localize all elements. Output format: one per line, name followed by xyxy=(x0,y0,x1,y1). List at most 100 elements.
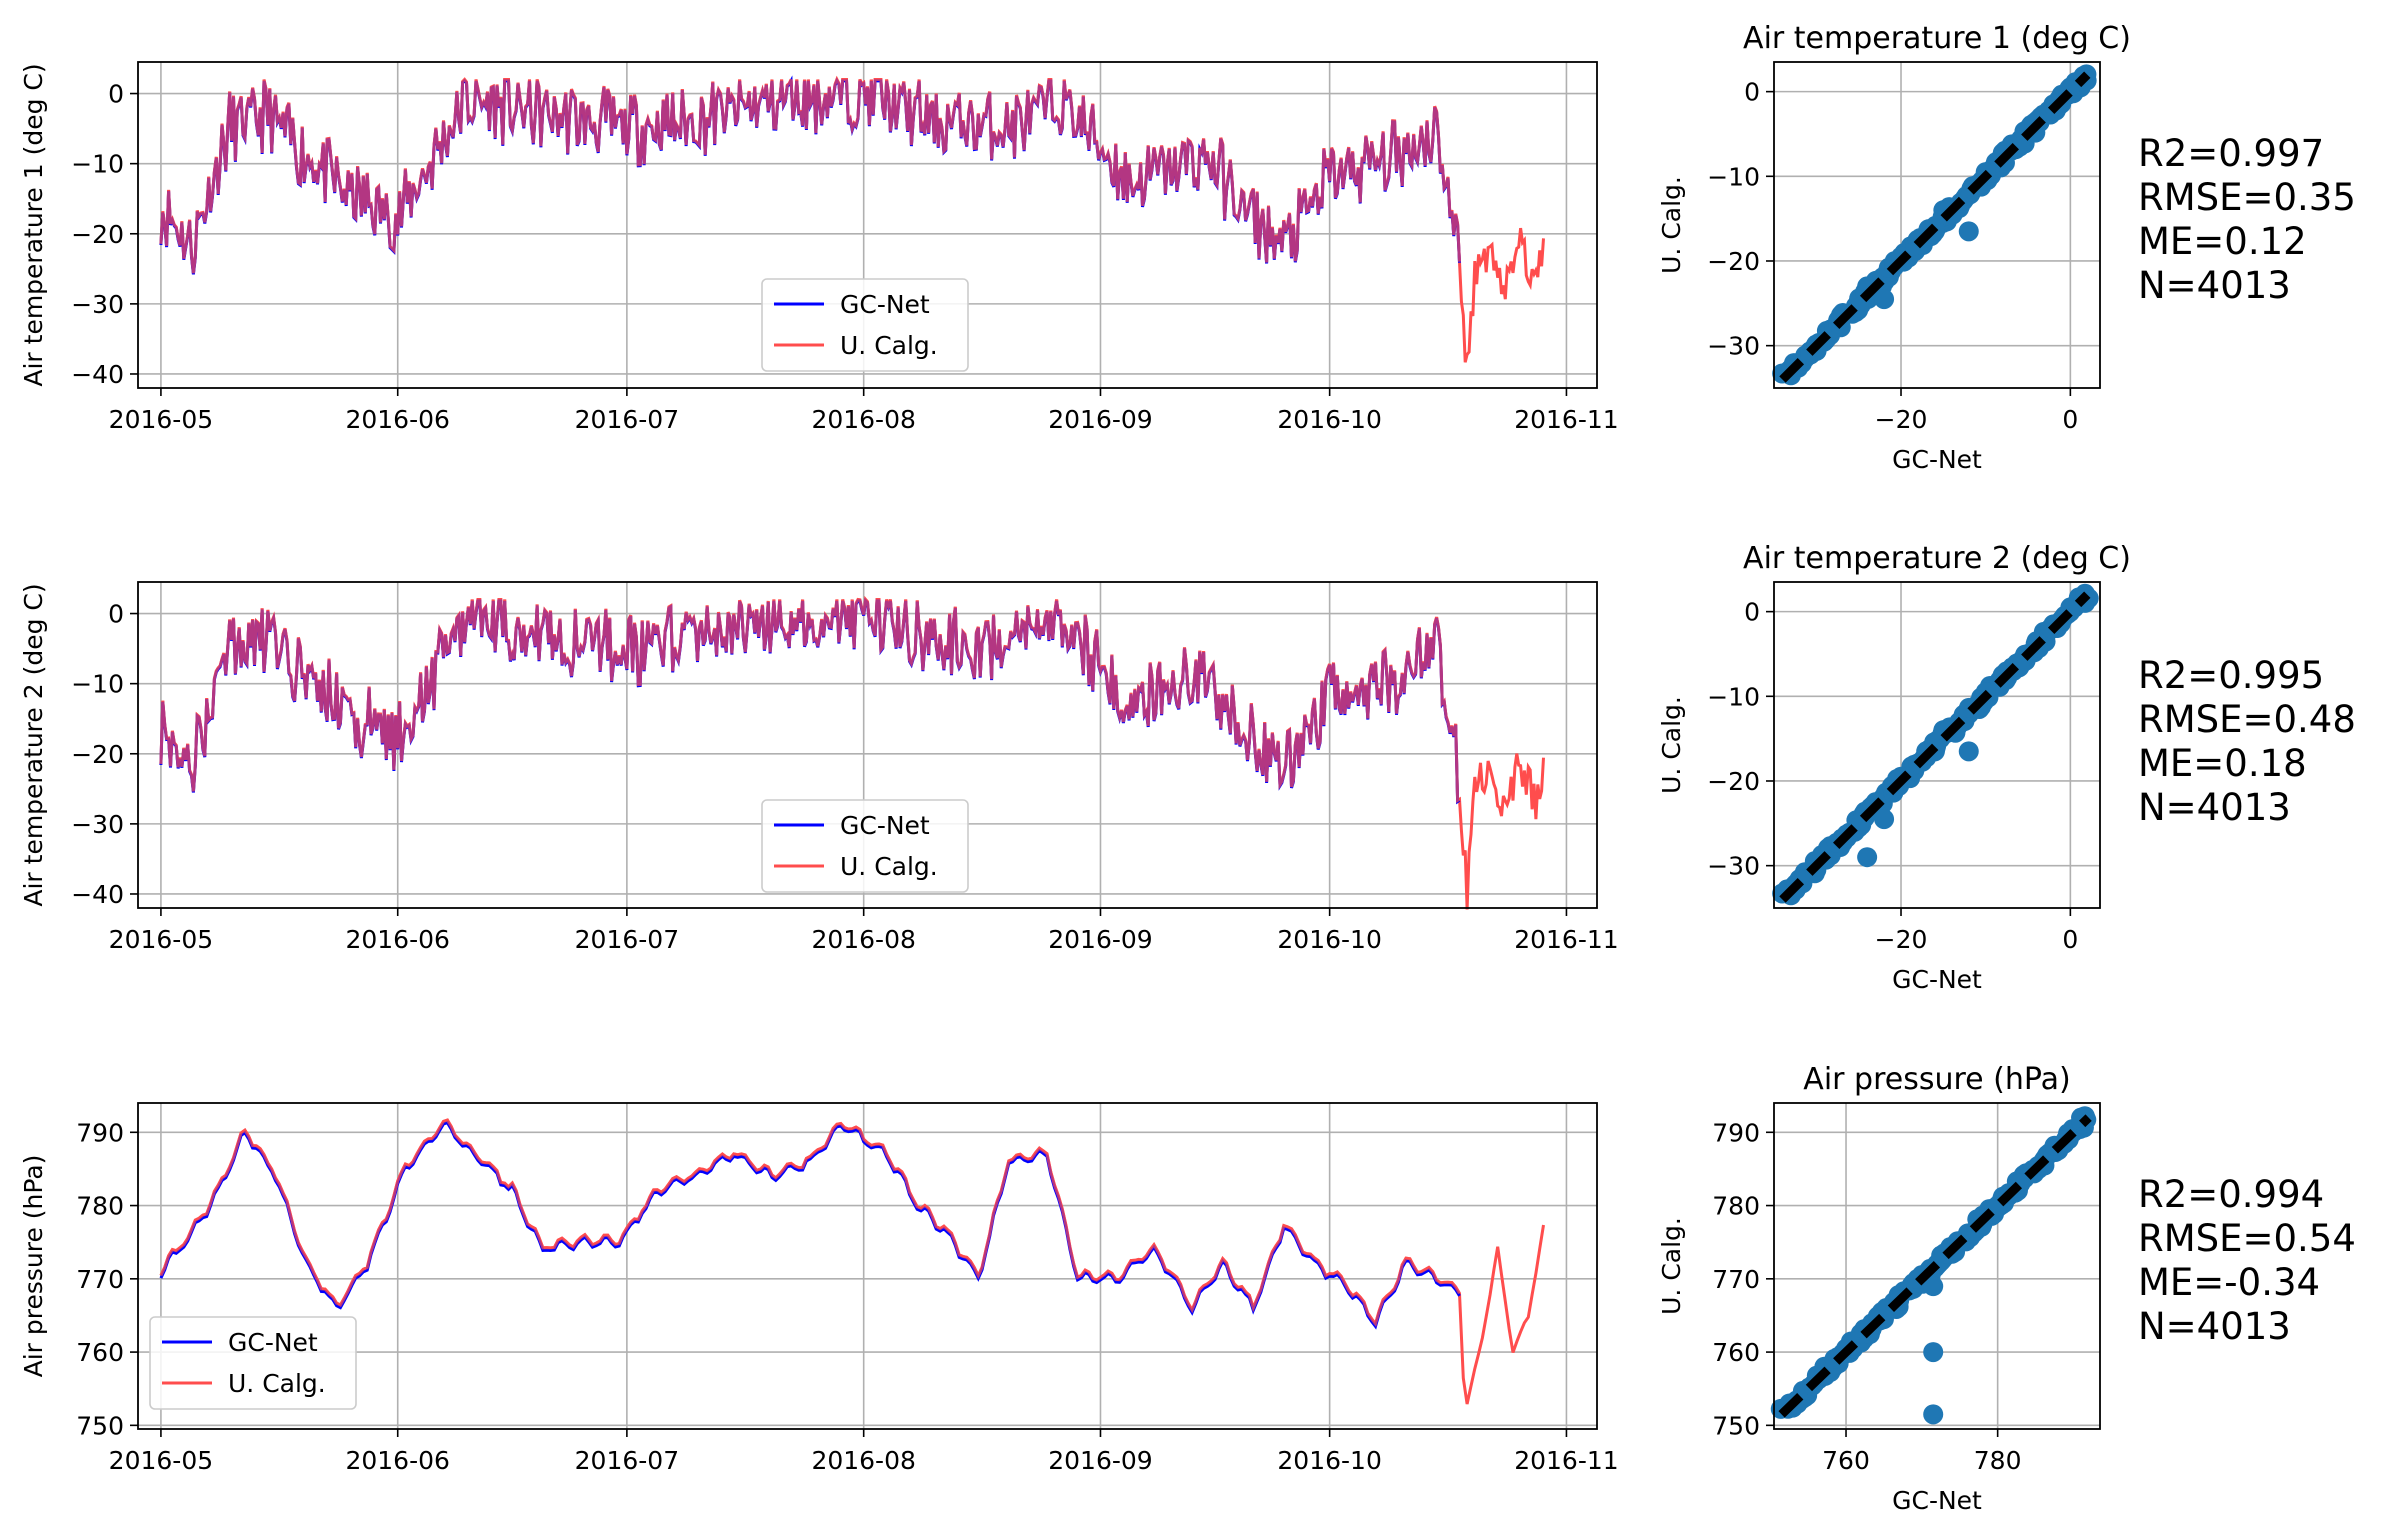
y-tick-label: −30 xyxy=(1707,332,1760,361)
series-line-gc-net xyxy=(159,597,1461,805)
y-tick-label: −20 xyxy=(1707,767,1760,796)
x-tick-label: 780 xyxy=(1974,1446,2022,1475)
series-line-u-calg-overlap xyxy=(159,595,1461,804)
y-axis-label: U. Calg. xyxy=(1657,696,1686,794)
axes-frame xyxy=(1773,581,2101,909)
y-tick-label: −30 xyxy=(71,810,124,839)
y-tick-label: 770 xyxy=(1712,1265,1760,1294)
x-tick-label: 2016-07 xyxy=(575,1446,679,1475)
x-tick-label: 2016-08 xyxy=(811,405,915,434)
series-line-gc-net xyxy=(159,1120,1461,1330)
y-tick-label: −10 xyxy=(71,150,124,179)
y-tick-label: −30 xyxy=(1707,852,1760,881)
x-axis-label: GC-Net xyxy=(1892,965,1982,994)
stat-r2: R2=0.994 xyxy=(2138,1173,2325,1216)
scatter-title: Air pressure (hPa) xyxy=(1803,1062,2070,1097)
y-tick-label: −40 xyxy=(71,360,124,389)
series-line-u-calg-overlap xyxy=(159,75,1461,274)
x-tick-label: 2016-05 xyxy=(109,405,213,434)
x-tick-label: 2016-09 xyxy=(1048,1446,1152,1475)
scatter-point xyxy=(1923,1342,1944,1363)
x-tick-label: 2016-10 xyxy=(1277,405,1381,434)
y-tick-label: 780 xyxy=(1712,1192,1760,1221)
stat-n: N=4013 xyxy=(2138,1305,2291,1348)
y-tick-label: −30 xyxy=(71,290,124,319)
x-tick-label: 2016-10 xyxy=(1277,925,1381,954)
y-tick-label: −20 xyxy=(71,220,124,249)
x-tick-label: 2016-05 xyxy=(109,925,213,954)
x-tick-label: −20 xyxy=(1875,925,1928,954)
x-tick-label: 760 xyxy=(1822,1446,1870,1475)
scatter-point xyxy=(1958,221,1979,242)
x-tick-label: 2016-06 xyxy=(345,1446,449,1475)
stat-r2: R2=0.997 xyxy=(2138,132,2325,175)
stats-panel-2: R2=0.995 RMSE=0.48 ME=0.18 N=4013 xyxy=(2138,654,2356,830)
legend-box xyxy=(761,278,969,372)
x-tick-label: 2016-07 xyxy=(575,405,679,434)
y-tick-label: −20 xyxy=(71,740,124,769)
series-line-u-calg-overlap xyxy=(159,1118,1461,1328)
y-tick-label: 0 xyxy=(1744,78,1760,107)
y-tick-label: 770 xyxy=(76,1265,124,1294)
x-axis-label: GC-Net xyxy=(1892,445,1982,474)
x-tick-label: 2016-11 xyxy=(1514,405,1618,434)
stat-me: ME=0.12 xyxy=(2138,220,2307,263)
legend-label-gc-net: GC-Net xyxy=(840,290,930,319)
y-tick-label: 760 xyxy=(1712,1338,1760,1367)
x-tick-label: 2016-05 xyxy=(109,1446,213,1475)
legend-box xyxy=(761,799,969,893)
stat-rmse: RMSE=0.35 xyxy=(2138,176,2356,219)
x-tick-label: 2016-09 xyxy=(1048,925,1152,954)
stat-r2: R2=0.995 xyxy=(2138,654,2325,697)
legend-box xyxy=(149,1316,357,1410)
legend-label-gc-net: GC-Net xyxy=(840,811,930,840)
scatter-point xyxy=(1874,809,1895,830)
y-tick-label: 780 xyxy=(76,1192,124,1221)
axes-frame xyxy=(1773,1102,2101,1430)
y-tick-label: −10 xyxy=(71,670,124,699)
y-tick-label: −10 xyxy=(1707,682,1760,711)
axes-frame xyxy=(137,581,1598,909)
y-tick-label: 750 xyxy=(76,1411,124,1440)
x-tick-label: 2016-06 xyxy=(345,925,449,954)
stat-rmse: RMSE=0.48 xyxy=(2138,698,2356,741)
y-tick-label: 790 xyxy=(1712,1118,1760,1147)
scatter-point xyxy=(1958,741,1979,762)
scatter-point xyxy=(1923,1276,1944,1297)
scatter-point xyxy=(1857,847,1878,868)
stats-panel-3: R2=0.994 RMSE=0.54 ME=-0.34 N=4013 xyxy=(2138,1173,2356,1349)
axes-frame xyxy=(137,61,1598,389)
y-tick-label: 0 xyxy=(1744,598,1760,627)
stat-me: ME=0.18 xyxy=(2138,742,2307,785)
scatter-title: Air temperature 2 (deg C) xyxy=(1743,541,2131,576)
y-axis-label: Air temperature 1 (deg C) xyxy=(19,63,48,386)
y-axis-label: U. Calg. xyxy=(1657,176,1686,274)
x-axis-label: GC-Net xyxy=(1892,1486,1982,1515)
identity-line xyxy=(1779,591,2091,903)
axes-frame xyxy=(137,1102,1598,1430)
x-tick-label: 2016-11 xyxy=(1514,1446,1618,1475)
x-tick-label: 2016-09 xyxy=(1048,405,1152,434)
x-tick-label: 2016-06 xyxy=(345,405,449,434)
stat-n: N=4013 xyxy=(2138,264,2291,307)
axes-frame xyxy=(1773,61,2101,389)
x-tick-label: 0 xyxy=(2062,405,2078,434)
y-tick-label: −10 xyxy=(1707,162,1760,191)
x-tick-label: −20 xyxy=(1875,405,1928,434)
y-axis-label: Air pressure (hPa) xyxy=(19,1155,48,1378)
scatter-title: Air temperature 1 (deg C) xyxy=(1743,21,2131,56)
y-axis-label: U. Calg. xyxy=(1657,1217,1686,1315)
legend-label-u-calg: U. Calg. xyxy=(228,1369,326,1398)
x-tick-label: 2016-10 xyxy=(1277,1446,1381,1475)
identity-line xyxy=(1778,1114,2092,1418)
x-tick-label: 0 xyxy=(2062,925,2078,954)
scatter-point xyxy=(1923,1404,1944,1425)
x-tick-label: 2016-11 xyxy=(1514,925,1618,954)
y-axis-label: Air temperature 2 (deg C) xyxy=(19,583,48,906)
legend-label-u-calg: U. Calg. xyxy=(840,331,938,360)
legend-label-u-calg: U. Calg. xyxy=(840,852,938,881)
identity-line xyxy=(1779,71,2091,383)
stat-rmse: RMSE=0.54 xyxy=(2138,1217,2356,1260)
x-tick-label: 2016-08 xyxy=(811,925,915,954)
